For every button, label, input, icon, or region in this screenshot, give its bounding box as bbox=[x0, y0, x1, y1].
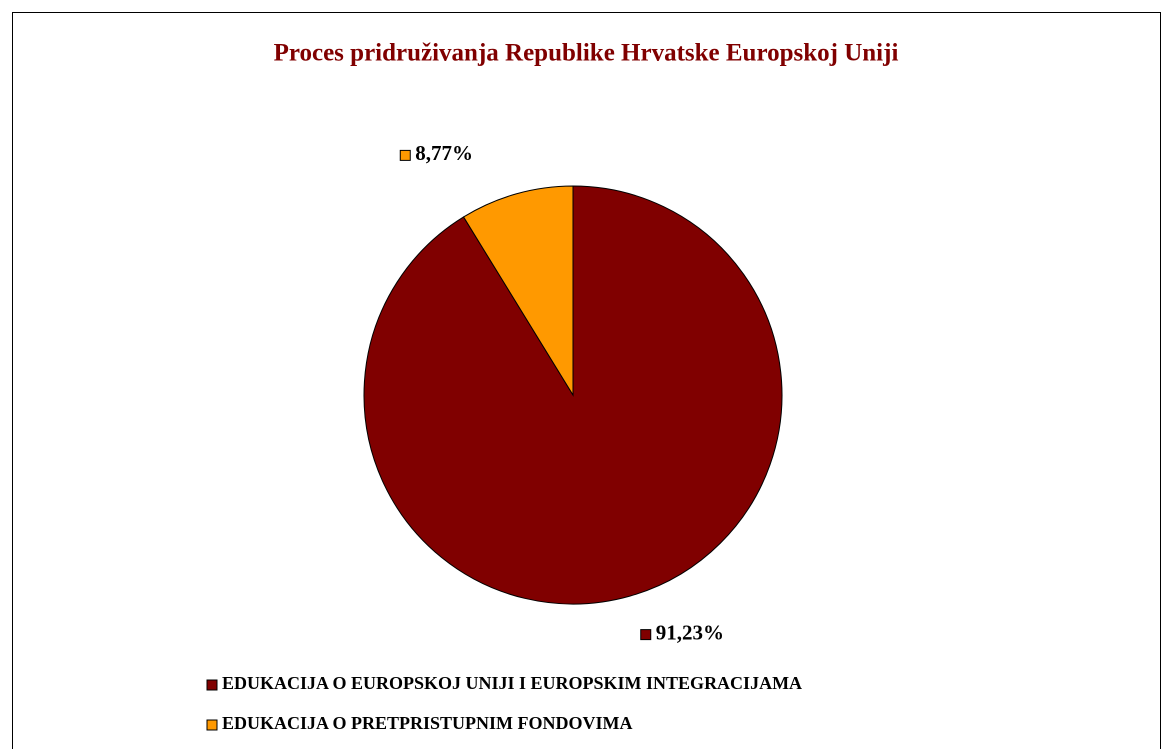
pie-slice bbox=[462, 185, 574, 397]
legend-swatch bbox=[206, 719, 218, 731]
label-swatch bbox=[640, 629, 652, 641]
legend-swatch bbox=[206, 679, 218, 691]
label-swatch bbox=[399, 149, 411, 161]
chart-title: Proces pridruživanja Republike Hrvatske … bbox=[274, 40, 899, 67]
legend-label: EDUKACIJA O PRETPRISTUPNIM FONDOVIMA bbox=[222, 713, 633, 733]
data-label: 8,77% bbox=[415, 141, 473, 165]
data-label: 91,23% bbox=[656, 620, 724, 644]
legend-label: EDUKACIJA O EUROPSKOJ UNIJI I EUROPSKIM … bbox=[222, 673, 802, 693]
